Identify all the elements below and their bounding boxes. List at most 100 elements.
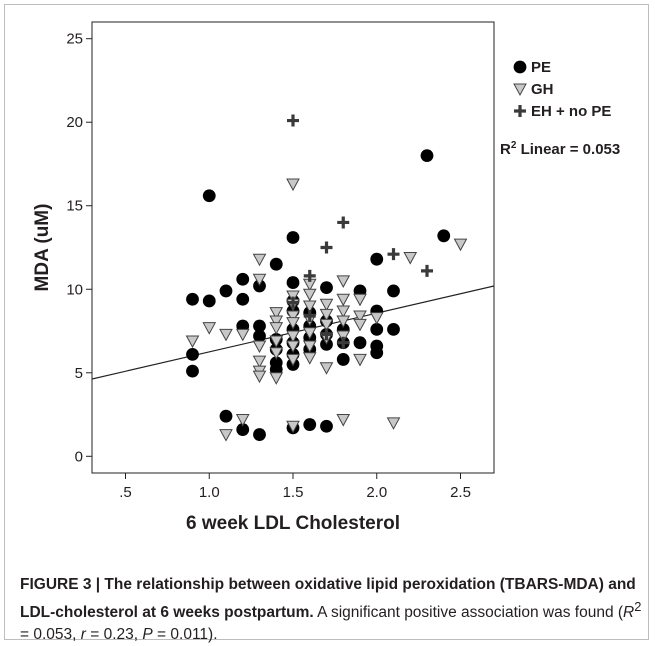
caption-text: = 0.011). — [152, 626, 218, 644]
point-gh — [353, 293, 367, 307]
point-gh — [453, 238, 468, 252]
caption-r2-superscript: 2 — [634, 599, 642, 614]
legend-marker-pe — [513, 60, 527, 74]
series-gh — [185, 178, 468, 442]
point-eh-no-pe — [337, 336, 350, 349]
point-gh — [336, 315, 351, 329]
point-eh-no-pe — [287, 114, 299, 127]
y-tick-label: 20 — [66, 114, 83, 131]
series-pe — [186, 149, 451, 441]
y-tick-label: 0 — [75, 448, 83, 465]
point-gh — [386, 417, 401, 430]
point-gh — [336, 414, 351, 427]
point-pe — [236, 423, 250, 436]
point-pe — [219, 409, 233, 423]
point-pe — [253, 319, 266, 333]
point-pe — [286, 276, 300, 289]
annotation-superscript: 2 — [511, 140, 517, 151]
point-gh — [302, 327, 317, 340]
point-gh — [269, 315, 284, 329]
point-gh — [269, 335, 284, 349]
caption-title: FIGURE 3 | The relationship between oxid… — [20, 576, 636, 622]
plot-area — [91, 21, 495, 474]
point-eh-no-pe — [287, 296, 299, 309]
x-axis-label: 6 week LDL Cholesterol — [186, 513, 400, 534]
legend-label-pe: PE — [531, 59, 551, 76]
point-pe — [387, 322, 400, 336]
point-pe — [353, 336, 367, 350]
point-pe — [387, 284, 400, 298]
x-tick-label: 1.5 — [283, 484, 304, 501]
point-pe — [236, 272, 250, 286]
point-pe — [303, 418, 317, 431]
point-gh — [252, 370, 267, 384]
point-gh — [319, 308, 334, 322]
point-gh — [252, 273, 267, 287]
point-gh — [336, 293, 351, 307]
y-tick-label: 15 — [66, 198, 83, 215]
point-gh — [219, 429, 233, 442]
r-squared-annotation: R2 Linear = 0.053 — [500, 140, 620, 158]
point-eh-no-pe — [303, 309, 316, 322]
point-pe — [320, 419, 333, 433]
point-gh — [202, 322, 217, 335]
point-pe — [253, 329, 266, 343]
x-tick-label: 2.0 — [366, 484, 387, 501]
caption-text: A significant positive association was f… — [313, 604, 624, 622]
annotation-text: Linear = 0.053 — [516, 141, 620, 158]
point-pe — [370, 322, 384, 336]
point-gh — [252, 253, 267, 267]
legend-label-gh: GH — [531, 81, 554, 98]
point-gh — [302, 340, 317, 354]
series-eh-no-pe — [287, 114, 433, 349]
point-pe — [286, 231, 300, 244]
point-gh — [269, 307, 284, 320]
point-eh-no-pe — [337, 216, 350, 229]
x-tick-label: 1.0 — [199, 484, 220, 501]
point-gh — [302, 352, 317, 365]
legend-label-eh-no-pe: EH + no PE — [531, 103, 611, 120]
point-gh — [235, 328, 250, 342]
point-gh — [353, 353, 367, 367]
y-axis-label: MDA (uM) — [32, 204, 53, 292]
point-pe — [420, 149, 434, 163]
y-tick-label: 25 — [66, 31, 83, 48]
caption-r2-symbol: R — [623, 604, 635, 622]
point-pe — [186, 292, 199, 306]
point-gh — [353, 310, 367, 324]
point-gh — [235, 414, 250, 427]
point-gh — [286, 340, 300, 354]
point-gh — [353, 318, 367, 332]
point-pe — [186, 348, 199, 361]
point-gh — [369, 312, 384, 325]
point-gh — [286, 178, 300, 192]
point-gh — [286, 330, 300, 344]
point-gh — [286, 317, 300, 330]
point-eh-no-pe — [387, 248, 400, 261]
x-tick-label: .5 — [119, 484, 132, 501]
point-eh-no-pe — [320, 328, 333, 341]
point-gh — [319, 318, 334, 332]
point-gh — [336, 330, 351, 344]
point-pe — [269, 257, 283, 271]
point-gh — [319, 362, 334, 375]
point-gh — [336, 305, 351, 319]
point-gh — [403, 252, 418, 265]
point-gh — [336, 275, 351, 288]
point-gh — [286, 353, 300, 367]
point-pe — [370, 252, 384, 266]
y-tick-label: 5 — [75, 365, 83, 382]
point-pe — [320, 281, 333, 294]
point-gh — [319, 298, 334, 312]
point-eh-no-pe — [303, 269, 316, 282]
point-gh — [302, 288, 317, 302]
point-gh — [252, 355, 267, 369]
legend-marker-eh-no-pe — [514, 105, 526, 117]
figure-frame — [4, 4, 649, 640]
caption-p-symbol: P — [142, 626, 153, 644]
x-tick-label: 2.5 — [450, 484, 471, 501]
point-pe — [236, 292, 250, 306]
point-gh — [286, 310, 300, 324]
point-gh — [269, 347, 284, 360]
